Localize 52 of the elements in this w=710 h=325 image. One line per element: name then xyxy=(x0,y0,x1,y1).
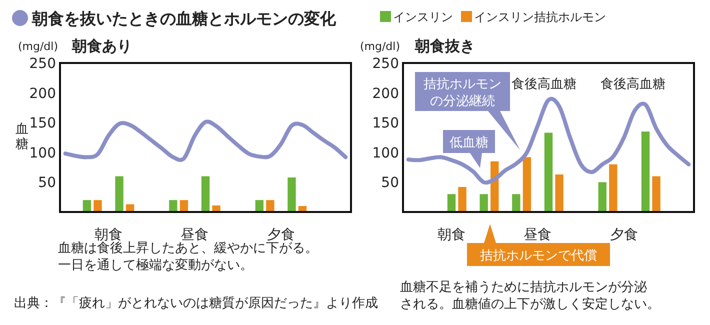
bar xyxy=(512,194,520,212)
bar xyxy=(255,200,264,212)
y-tick-label: 150 xyxy=(29,116,56,132)
x-tick-label: 昼食 xyxy=(524,227,552,243)
bar xyxy=(201,176,210,212)
y-tick-label: 250 xyxy=(372,56,399,72)
chart-title: 朝食を抜いたときの血糖とホルモンの変化 xyxy=(31,9,337,28)
annotation: 食後高血糖 xyxy=(512,76,576,92)
text: (mg/dl) xyxy=(360,40,400,53)
bar xyxy=(652,176,660,212)
x-tick-label: 朝食 xyxy=(438,227,466,243)
x-tick-label: 夕食 xyxy=(610,227,638,243)
x-tick-label: 朝食 xyxy=(94,227,122,243)
legend-label: インスリン xyxy=(393,10,453,24)
bar xyxy=(115,176,124,212)
bar xyxy=(609,164,618,212)
bar xyxy=(458,186,466,212)
y-tick-label: 200 xyxy=(29,86,56,102)
y-tick-label: 100 xyxy=(29,145,56,162)
legend-label: インスリン拮抗ホルモン xyxy=(474,10,606,24)
bar xyxy=(169,200,178,212)
y-tick-label: 150 xyxy=(372,116,399,132)
source-note: 出典：『「疲れ」がとれないのは糖質が原因だった』より作成 xyxy=(14,296,378,311)
bar xyxy=(598,182,606,212)
annotation: 低血糖 xyxy=(450,135,488,150)
text: (mg/dl) xyxy=(18,40,58,53)
bar xyxy=(641,132,650,212)
bar xyxy=(447,194,456,212)
x-tick-label: 昼食 xyxy=(180,227,209,243)
text: 血糖不足を補うために拮抗ホルモンが分泌される。血糖値の上下が激しく安定しない。 xyxy=(400,280,660,312)
chart-title: 朝食抜き xyxy=(414,37,475,55)
y-tick-label: 50 xyxy=(381,175,399,192)
y-tick-label: 200 xyxy=(372,86,399,102)
bar xyxy=(180,200,188,212)
y-axis-title: 血糖 xyxy=(16,122,28,152)
annotation: 拮抗ホルモンの分泌継続 xyxy=(424,76,502,109)
chart-subtitle: 朝食あり xyxy=(71,37,132,55)
annotation: 食後高血糖 xyxy=(600,76,666,92)
bar xyxy=(288,177,296,212)
x-tick-label: 夕食 xyxy=(266,227,295,243)
y-tick-label: 50 xyxy=(38,175,56,192)
y-tick-label: 250 xyxy=(29,56,56,72)
bar xyxy=(94,200,102,212)
bar xyxy=(480,194,488,212)
text: 拮抗ホルモンで代償 xyxy=(480,248,597,264)
bar xyxy=(522,157,532,212)
bar xyxy=(544,132,553,212)
bar xyxy=(266,200,274,212)
bar xyxy=(82,200,92,212)
text: 血糖は食後上昇したあと、緩やかに下がる。一日を通して極端な変動がない。 xyxy=(58,241,318,273)
y-tick-label: 100 xyxy=(372,145,399,162)
bar xyxy=(555,174,564,212)
